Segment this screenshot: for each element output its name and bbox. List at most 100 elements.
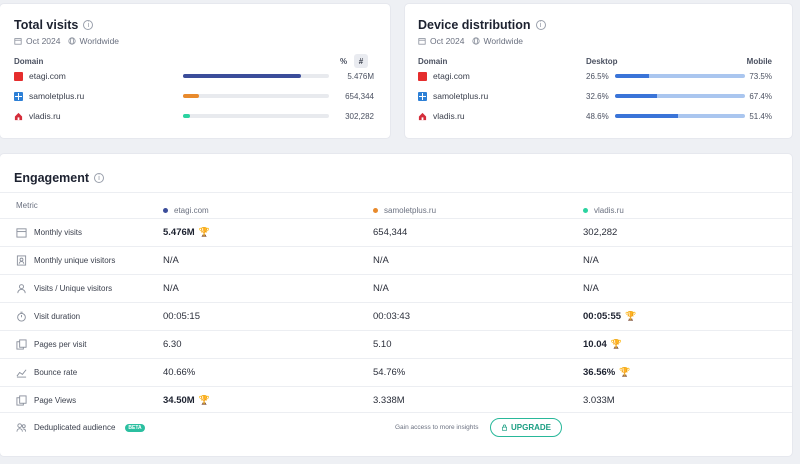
device-meta: Oct 2024 Worldwide	[418, 36, 546, 46]
engagement-metric-row: Visit duration 00:05:15 00:03:43 00:05:5…	[0, 302, 792, 330]
metric-value-text: 00:05:55	[583, 311, 622, 322]
metric-value: N/A	[583, 255, 599, 266]
metric-value: N/A	[583, 283, 599, 294]
mobile-percent: 67.4%	[749, 92, 772, 101]
desktop-percent: 32.6%	[586, 92, 609, 101]
visits-row-domain[interactable]: etagi.com	[14, 71, 66, 81]
device-row-domain[interactable]: etagi.com	[418, 71, 470, 81]
site-column-header: vladis.ru	[583, 206, 624, 215]
globe-icon	[67, 37, 76, 45]
person-icon	[17, 284, 26, 294]
metric-label-text: Page Views	[34, 396, 77, 405]
deduplicated-audience-label: Deduplicated audience BETA	[16, 422, 145, 433]
percent-toggle[interactable]: %	[340, 57, 348, 66]
total-visits-title: Total visits i	[14, 18, 119, 32]
etagi-favicon-icon	[14, 71, 23, 81]
engagement-metric-row: Page Views 34.50M 🏆 3.338M 3.033M	[0, 386, 792, 414]
upgrade-button[interactable]: UPGRADE	[490, 418, 562, 437]
desktop-percent: 48.6%	[586, 112, 609, 121]
domain-link[interactable]: vladis.ru	[433, 111, 465, 121]
site-column-header: samoletplus.ru	[373, 206, 436, 215]
desktop-column-header: Desktop	[586, 57, 618, 66]
globe-icon	[471, 37, 480, 45]
visits-row-domain[interactable]: vladis.ru	[14, 111, 61, 121]
domain-link[interactable]: samoletplus.ru	[29, 91, 85, 101]
total-visits-meta: Oct 2024 Worldwide	[14, 36, 119, 46]
site-color-dot	[583, 207, 588, 213]
calendar-icon	[14, 38, 22, 45]
gain-access-text: Gain access to more insights	[395, 424, 479, 431]
device-row-domain[interactable]: samoletplus.ru	[418, 91, 488, 101]
samoletplus-favicon-icon	[418, 91, 427, 101]
upgrade-label: UPGRADE	[510, 423, 551, 432]
metric-value-text: 36.56%	[583, 367, 616, 378]
metric-column-header: Metric	[16, 201, 38, 210]
metric-value-text: 54.76%	[373, 367, 406, 378]
mobile-share-fill	[657, 94, 745, 98]
site-color-dot	[163, 207, 168, 213]
info-icon[interactable]: i	[83, 20, 94, 30]
metric-value-text: 654,344	[373, 227, 408, 238]
number-toggle-label: #	[358, 56, 364, 66]
metric-label: Bounce rate	[16, 367, 77, 378]
site-color-dot	[373, 207, 378, 213]
region-label: Worldwide	[79, 36, 120, 46]
engagement-title-text: Engagement	[14, 171, 90, 185]
visits-share-fill	[183, 94, 200, 98]
metric-label: Visit duration	[16, 311, 80, 322]
metric-value: 5.476M 🏆	[163, 227, 210, 238]
domain-link[interactable]: etagi.com	[29, 71, 66, 81]
lock-icon	[502, 424, 507, 431]
trophy-icon: 🏆	[198, 227, 210, 237]
total-visits-card: Total visits i Oct 2024 Worldwide Domain…	[0, 4, 390, 138]
visits-row-domain[interactable]: samoletplus.ru	[14, 91, 84, 101]
metric-value-text: 5.476M	[163, 227, 195, 238]
device-row-domain[interactable]: vladis.ru	[418, 111, 465, 121]
engagement-card: Engagement i Metric etagi.com samoletplu…	[0, 154, 792, 456]
metric-value: 10.04 🏆	[583, 339, 622, 350]
visits-value: 654,344	[345, 92, 374, 101]
trend-icon	[16, 369, 27, 378]
domain-link[interactable]: samoletplus.ru	[433, 91, 489, 101]
device-split-bar	[615, 94, 745, 98]
domain-link[interactable]: etagi.com	[433, 71, 470, 81]
samoletplus-favicon-icon	[14, 91, 23, 101]
metric-value-text: 00:03:43	[373, 311, 410, 322]
device-title-text: Device distribution	[418, 18, 531, 32]
domain-column-header: Domain	[14, 57, 44, 66]
metric-value-text: 5.10	[373, 339, 392, 350]
desktop-share-fill	[615, 94, 658, 98]
visits-share-fill	[183, 114, 191, 118]
number-toggle[interactable]: #	[354, 54, 368, 68]
metric-label-text: Visit duration	[34, 312, 81, 321]
metric-value: 54.76%	[373, 367, 405, 378]
visits-value: 5.476M	[347, 72, 374, 81]
mobile-share-fill	[649, 74, 745, 78]
site-name: samoletplus.ru	[384, 205, 437, 215]
info-icon[interactable]: i	[535, 20, 546, 30]
metric-value: 3.338M	[373, 395, 405, 406]
metric-value: 5.10	[373, 339, 392, 350]
metric-value-text: N/A	[163, 283, 179, 294]
engagement-header-row: Metric etagi.com samoletplus.ru vladis.r…	[0, 192, 792, 218]
metric-label-text: Pages per visit	[34, 340, 87, 349]
metric-value: N/A	[373, 283, 389, 294]
info-icon[interactable]: i	[94, 173, 105, 183]
metric-value: 00:05:15	[163, 311, 200, 322]
visits-share-bar	[183, 114, 329, 118]
metric-value: 40.66%	[163, 367, 195, 378]
person-card-icon	[16, 255, 27, 266]
metric-value: 34.50M 🏆	[163, 395, 210, 406]
engagement-metric-row: Visits / Unique visitors N/A N/A N/A	[0, 274, 792, 302]
site-name: vladis.ru	[594, 205, 624, 215]
trophy-icon: 🏆	[198, 395, 210, 405]
deduplicated-audience-row: Deduplicated audience BETA Gain access t…	[0, 412, 792, 442]
metric-label: Visits / Unique visitors	[16, 283, 112, 294]
device-split-bar	[615, 114, 745, 118]
domain-link[interactable]: vladis.ru	[29, 111, 61, 121]
trophy-icon: 🏆	[625, 311, 637, 321]
metric-value-text: 10.04	[583, 339, 607, 350]
metric-value: 302,282	[583, 227, 617, 238]
visits-value: 302,282	[345, 112, 374, 121]
metric-value-text: 34.50M	[163, 395, 195, 406]
